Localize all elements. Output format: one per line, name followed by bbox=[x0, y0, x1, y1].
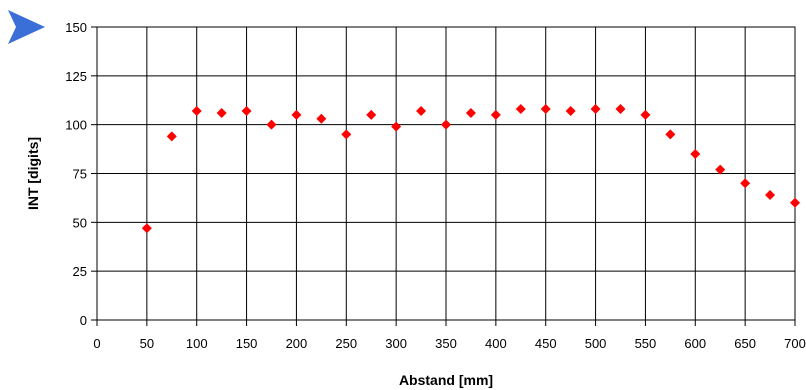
data-point bbox=[441, 119, 451, 130]
x-tick-label: 350 bbox=[435, 336, 457, 351]
x-tick-labels: 0 50 100 150 200 250 300 350 400 450 500 550 600 650 7… bbox=[93, 320, 806, 351]
data-point bbox=[291, 109, 302, 120]
data-point bbox=[266, 119, 277, 130]
y-tick-label: 75 bbox=[73, 167, 87, 182]
data-point bbox=[565, 105, 576, 116]
x-tick-label: 50 bbox=[140, 336, 154, 351]
x-tick-label: 700 bbox=[784, 336, 806, 351]
data-point bbox=[490, 109, 501, 120]
data-point bbox=[141, 223, 152, 234]
data-point bbox=[715, 164, 726, 175]
data-point bbox=[765, 189, 776, 200]
y-tick-label: 0 bbox=[80, 313, 87, 328]
x-tick-label: 0 bbox=[93, 336, 100, 351]
data-point bbox=[416, 105, 427, 116]
x-tick-label: 450 bbox=[535, 336, 557, 351]
x-tick-label: 200 bbox=[286, 336, 308, 351]
data-point bbox=[191, 105, 202, 116]
data-point bbox=[615, 104, 626, 115]
data-point bbox=[216, 107, 227, 118]
grid-lines bbox=[96, 26, 796, 321]
y-axis-title: INT [digits] bbox=[25, 137, 41, 210]
y-tick-label: 50 bbox=[73, 215, 87, 230]
data-point bbox=[640, 109, 651, 120]
data-points bbox=[141, 104, 800, 234]
data-point bbox=[665, 129, 676, 140]
y-tick-label: 150 bbox=[65, 20, 87, 35]
x-tick-label: 600 bbox=[684, 336, 706, 351]
x-tick-label: 100 bbox=[186, 336, 208, 351]
blue-triangle-pointer-icon bbox=[8, 10, 45, 44]
y-tick-label: 100 bbox=[65, 118, 87, 133]
data-point bbox=[391, 121, 402, 132]
y-tick-labels: 0 25 50 75 100 125 150 bbox=[65, 20, 97, 328]
x-axis-title: Abstand [mm] bbox=[399, 372, 493, 388]
data-point bbox=[166, 131, 177, 142]
x-tick-label: 250 bbox=[335, 336, 357, 351]
data-point bbox=[366, 109, 377, 120]
x-tick-label: 550 bbox=[635, 336, 657, 351]
data-point bbox=[540, 104, 551, 115]
data-point bbox=[241, 105, 252, 116]
y-tick-label: 25 bbox=[73, 264, 87, 279]
data-point bbox=[465, 107, 476, 118]
x-tick-label: 400 bbox=[485, 336, 507, 351]
x-tick-label: 300 bbox=[385, 336, 407, 351]
x-tick-label: 500 bbox=[585, 336, 607, 351]
data-point bbox=[316, 113, 327, 124]
data-point bbox=[515, 104, 526, 115]
data-point bbox=[590, 104, 601, 115]
x-tick-label: 150 bbox=[236, 336, 258, 351]
data-point bbox=[790, 197, 800, 208]
data-point bbox=[341, 129, 352, 140]
x-tick-label: 650 bbox=[734, 336, 756, 351]
data-point bbox=[690, 148, 701, 159]
data-point bbox=[740, 178, 751, 189]
y-tick-label: 125 bbox=[65, 69, 87, 84]
